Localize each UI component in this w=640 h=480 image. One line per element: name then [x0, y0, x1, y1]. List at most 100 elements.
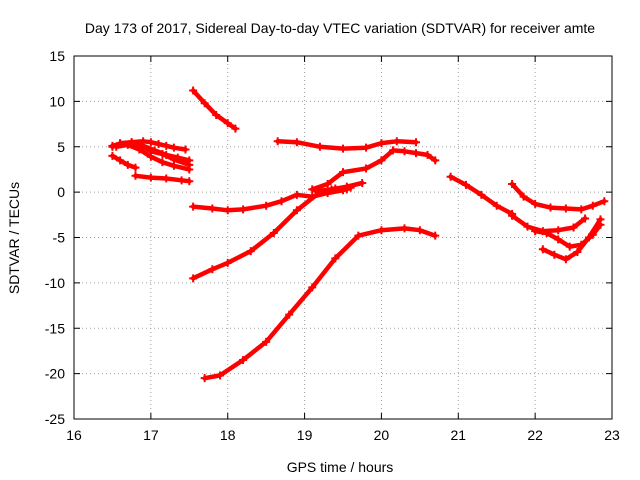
chart-title: Day 173 of 2017, Sidereal Day-to-day VTE… [85, 20, 595, 36]
data-point [554, 235, 563, 244]
data-point [262, 201, 271, 210]
data-point [508, 179, 517, 188]
data-point [292, 138, 301, 147]
data-point [285, 310, 294, 319]
data-point [392, 137, 401, 146]
data-point [216, 371, 225, 380]
data-point [573, 248, 582, 257]
data-point [162, 141, 171, 150]
series-track-12 [310, 148, 438, 192]
data-point [588, 201, 597, 210]
data-point [169, 143, 178, 152]
data-point [181, 145, 190, 154]
data-point [412, 149, 421, 158]
data-point [173, 153, 182, 162]
data-point [308, 283, 317, 292]
data-point [327, 185, 336, 194]
data-point [596, 215, 605, 224]
data-point [273, 137, 282, 146]
x-tick-label: 21 [450, 427, 466, 443]
data-point [377, 139, 386, 148]
data-point [331, 254, 340, 263]
data-point [339, 168, 347, 177]
data-point [239, 356, 248, 365]
data-point [231, 124, 240, 133]
data-point [538, 245, 547, 254]
data-point [262, 337, 271, 346]
data-point [146, 138, 155, 147]
data-point [531, 227, 540, 236]
y-axis-label: SDTVAR / TECUs [6, 182, 22, 294]
data-point [412, 138, 421, 147]
data-point [431, 156, 440, 165]
data-point [123, 160, 132, 169]
data-point [212, 110, 221, 119]
data-point [116, 139, 125, 148]
data-point [477, 190, 486, 199]
x-tick-label: 23 [604, 427, 620, 443]
y-tick-label: 15 [49, 48, 65, 64]
data-point [461, 180, 470, 189]
data-point [269, 228, 278, 237]
data-point [508, 211, 517, 220]
data-point [246, 247, 255, 256]
data-point [523, 222, 532, 231]
data-point [200, 99, 209, 108]
data-point [223, 119, 232, 128]
y-tick-label: 10 [49, 93, 65, 109]
data-point [561, 255, 570, 264]
data-point [131, 163, 140, 172]
data-point [519, 192, 528, 201]
x-tick-label: 19 [297, 427, 313, 443]
x-axis-label: GPS time / hours [287, 459, 394, 475]
data-point [492, 201, 501, 210]
data-point [292, 206, 301, 215]
data-point [584, 233, 593, 242]
x-tick-label: 18 [220, 427, 236, 443]
data-point [315, 142, 324, 151]
data-point [169, 161, 178, 170]
data-point [177, 176, 186, 185]
x-tick-label: 17 [143, 427, 159, 443]
data-point [362, 164, 371, 173]
data-point [162, 150, 171, 159]
data-point [554, 226, 563, 235]
data-point [377, 156, 386, 165]
data-point [185, 165, 194, 174]
data-point [431, 231, 440, 240]
data-point [400, 224, 409, 233]
tick-layer: 16 17 18 19 20 21 22 23 -25 -20 -15 -10 -5 0 5 10 15 [45, 48, 620, 443]
y-tick-label: 5 [57, 139, 65, 155]
y-tick-label: -5 [53, 230, 66, 246]
data-point [358, 179, 367, 188]
data-point [354, 231, 363, 240]
data-point [185, 177, 194, 186]
data-point [223, 258, 232, 267]
data-point [600, 197, 609, 206]
data-point [550, 250, 559, 259]
data-point [158, 158, 167, 167]
y-tick-label: -25 [45, 411, 65, 427]
y-tick-label: 0 [57, 184, 65, 200]
data-point [139, 141, 148, 150]
data-point [577, 205, 586, 214]
data-point [569, 223, 578, 232]
y-tick-label: -20 [45, 366, 65, 382]
data-point [146, 173, 155, 182]
data-point [189, 274, 198, 283]
data-point [127, 138, 136, 147]
data-point [200, 374, 209, 383]
data-point [542, 228, 551, 237]
data-point [162, 174, 171, 183]
data-point [146, 152, 155, 161]
data-point [388, 146, 397, 155]
data-point [531, 199, 540, 208]
data-point [400, 147, 409, 156]
data-point [423, 150, 432, 159]
data-point [362, 143, 371, 152]
series-track-5 [110, 153, 138, 170]
series-track-16 [509, 213, 588, 234]
y-tick-label: -10 [45, 275, 65, 291]
data-point [185, 156, 194, 165]
